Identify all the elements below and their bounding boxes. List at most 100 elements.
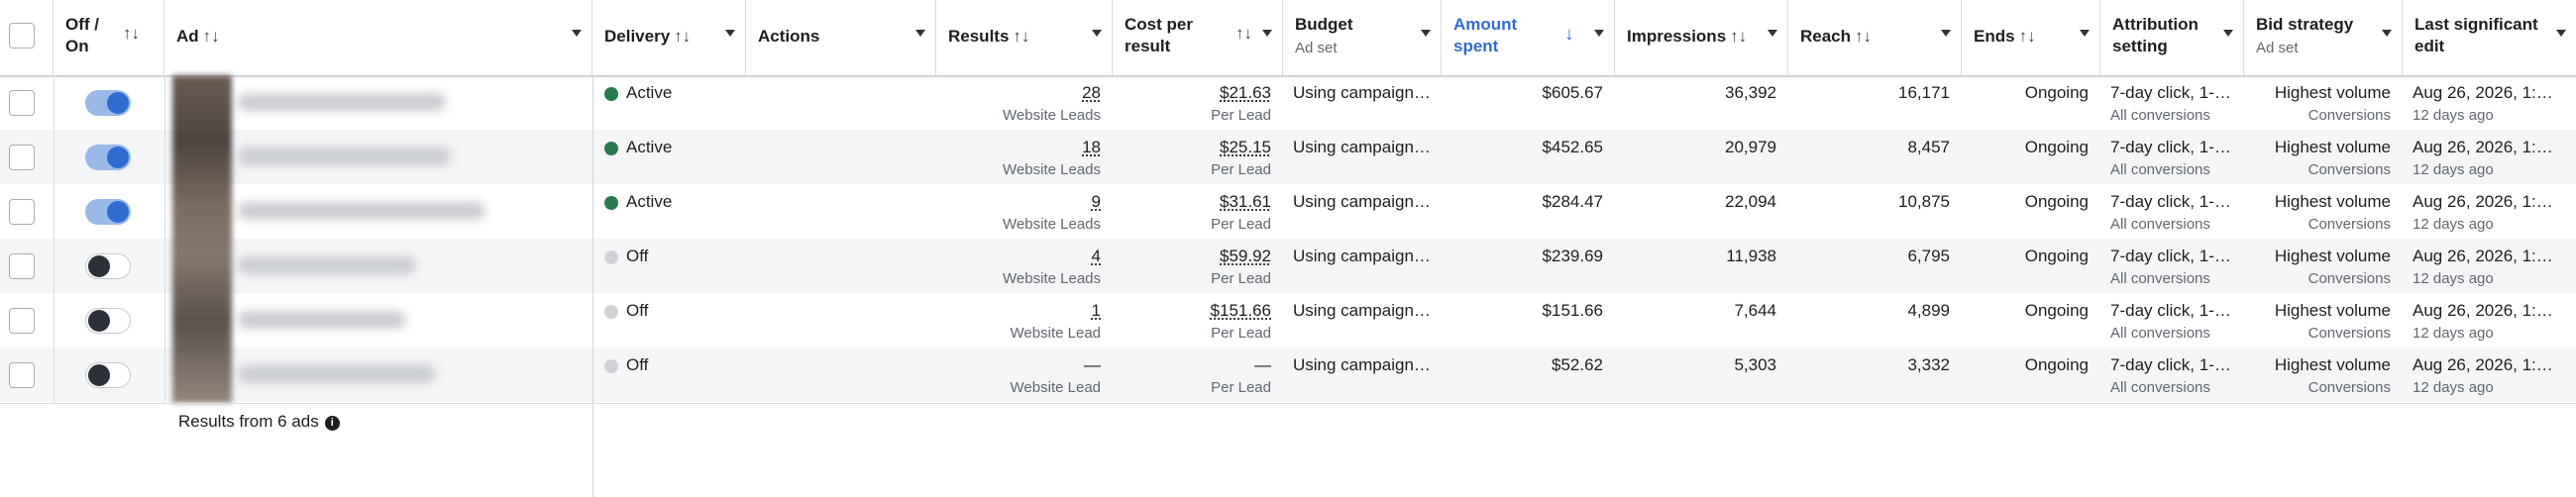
chevron-down-icon[interactable] [572,30,582,37]
table-row[interactable]: Active 18 Website Leads $25.15 Per Lead … [0,130,2576,184]
cpr-cell: $25.15 Per Lead [1113,130,1283,184]
results-type: Website Leads [1003,216,1101,233]
bid-sub: Conversions [2308,216,2391,233]
cpr-value: — [1254,355,1271,374]
chevron-down-icon[interactable] [1421,30,1431,37]
results-cell: — Website Lead [936,348,1113,402]
header-impressions[interactable]: Impressions ↑↓ [1615,0,1788,75]
header-onoff-label: Off / On [65,15,99,55]
ad-toggle[interactable] [85,145,131,170]
table-row[interactable]: Active 28 Website Leads $21.63 Per Lead … [0,75,2576,130]
sort-icon[interactable]: ↑↓ [202,27,220,46]
ad-name-blurred[interactable] [238,148,451,165]
last-edit-cell: Aug 26, 2026, 1:… 12 days ago [2403,184,2576,239]
bid-cell: Highest volume Conversions [2244,293,2403,348]
sort-icon[interactable]: ↑↓ [1730,27,1748,46]
row-checkbox[interactable] [9,308,35,334]
header-reach[interactable]: Reach ↑↓ [1788,0,1962,75]
sort-descending-icon[interactable]: ↓ [1564,24,1574,45]
header-amount-spent[interactable]: Amount spent ↓ [1442,0,1615,75]
impressions-value: 20,979 [1725,138,1776,156]
chevron-down-icon[interactable] [2080,30,2090,37]
header-bid-strategy[interactable]: Bid strategy Ad set [2244,0,2403,75]
toggle-knob [88,255,110,277]
results-value[interactable]: 4 [1091,247,1101,265]
header-attribution[interactable]: Attribution setting [2100,0,2244,75]
row-checkbox[interactable] [9,362,35,388]
ends-cell: Ongoing [1962,239,2100,293]
ad-name-blurred[interactable] [238,311,406,329]
attribution-value: 7-day click, 1-… [2110,247,2231,265]
header-results[interactable]: Results ↑↓ [936,0,1113,75]
ad-name-blurred[interactable] [238,256,416,274]
budget-cell: Using campaign… [1283,348,1442,402]
header-ad[interactable]: Ad ↑↓ [164,0,592,75]
table-row[interactable]: Off 4 Website Leads $59.92 Per Lead Usin… [0,239,2576,293]
budget-cell: Using campaign… [1283,184,1442,239]
sort-icon[interactable]: ↑↓ [123,24,140,43]
ad-toggle[interactable] [85,90,131,116]
results-type: Website Leads [1003,161,1101,178]
ends-cell: Ongoing [1962,130,2100,184]
results-value[interactable]: 28 [1082,83,1101,102]
cpr-value[interactable]: $31.61 [1220,192,1271,211]
cpr-value[interactable]: $151.66 [1210,301,1271,320]
cpr-value[interactable]: $25.15 [1220,138,1271,156]
chevron-down-icon[interactable] [1262,30,1272,37]
reach-cell: 4,899 [1788,293,1962,348]
results-value[interactable]: 1 [1091,301,1101,320]
sort-icon[interactable]: ↑↓ [2018,27,2036,46]
cpr-value[interactable]: $21.63 [1220,83,1271,102]
table-row[interactable]: Active 9 Website Leads $31.61 Per Lead U… [0,184,2576,239]
ad-name-blurred[interactable] [238,202,485,220]
ad-toggle[interactable] [85,308,131,334]
bid-cell: Highest volume Conversions [2244,239,2403,293]
reach-cell: 6,795 [1788,239,1962,293]
sort-icon[interactable]: ↑↓ [1855,27,1873,46]
row-checkbox[interactable] [9,145,35,170]
sort-icon[interactable]: ↑↓ [1013,27,1030,46]
chevron-down-icon[interactable] [725,30,735,37]
results-value[interactable]: 9 [1091,192,1101,211]
ad-toggle[interactable] [85,362,131,388]
header-actions[interactable]: Actions [746,0,936,75]
row-checkbox[interactable] [9,253,35,279]
info-icon[interactable]: i [324,416,340,431]
chevron-down-icon[interactable] [1594,30,1604,37]
ad-name-blurred[interactable] [238,365,436,383]
chevron-down-icon[interactable] [1768,30,1777,37]
sort-icon[interactable]: ↑↓ [1235,24,1252,43]
ad-toggle[interactable] [85,253,131,279]
chevron-down-icon[interactable] [1092,30,1102,37]
chevron-down-icon[interactable] [2223,30,2233,37]
delivery-cell: Off [592,293,746,348]
row-checkbox[interactable] [9,90,35,116]
attribution-sub: All conversions [2110,161,2210,178]
chevron-down-icon[interactable] [1941,30,1951,37]
header-onoff[interactable]: Off / On ↑↓ [54,0,164,75]
select-all-checkbox[interactable] [9,23,35,49]
last-edit-sub: 12 days ago [2413,379,2494,396]
chevron-down-icon[interactable] [2556,30,2566,37]
header-ends[interactable]: Ends ↑↓ [1962,0,2100,75]
table-row[interactable]: Off — Website Lead — Per Lead Using camp… [0,348,2576,402]
table-row[interactable]: Off 1 Website Lead $151.66 Per Lead Usin… [0,293,2576,348]
chevron-down-icon[interactable] [915,30,925,37]
bid-sub: Conversions [2308,270,2391,287]
toggle-knob [107,201,129,223]
row-checkbox[interactable] [9,199,35,225]
header-select-all [0,0,54,75]
chevron-down-icon[interactable] [2382,30,2392,37]
header-budget[interactable]: Budget Ad set [1283,0,1442,75]
ad-name-blurred[interactable] [238,93,446,111]
header-last-edit[interactable]: Last significant edit [2403,0,2576,75]
ends-value: Ongoing [2024,301,2089,320]
attribution-cell: 7-day click, 1-… All conversions [2100,293,2244,348]
ad-toggle[interactable] [85,199,131,225]
cpr-value[interactable]: $59.92 [1220,247,1271,265]
sort-icon[interactable]: ↑↓ [674,27,692,46]
header-delivery[interactable]: Delivery ↑↓ [592,0,746,75]
results-value[interactable]: 18 [1082,138,1101,156]
header-cost-per-result[interactable]: Cost per result ↑↓ [1113,0,1283,75]
actions-cell [746,239,936,293]
